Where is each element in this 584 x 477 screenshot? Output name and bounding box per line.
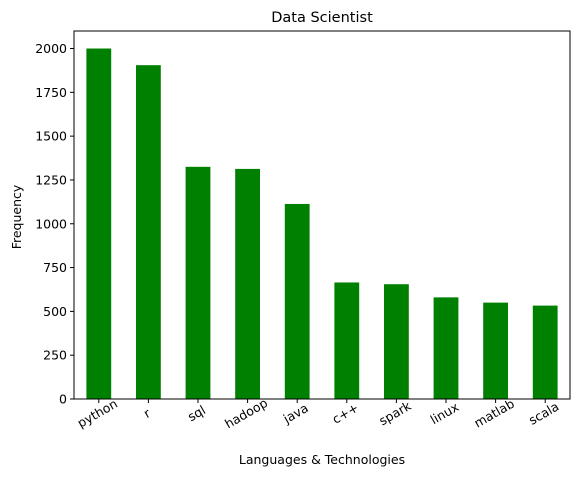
y-tick-label: 1000 [35,216,67,231]
bar-hadoop [235,169,260,399]
y-axis-label: Frequency [9,184,24,249]
x-tick-label: c++ [330,400,362,427]
bar-java [285,204,310,399]
y-tick-label: 250 [43,348,67,363]
y-tick-label: 1500 [35,129,67,144]
bar-linux [434,297,459,399]
y-axis: 0 250 500 750 1000 1250 1500 1750 2000 [35,41,74,406]
y-tick-label: 1750 [35,85,67,100]
x-axis: python r sql hadoop java c++ spark linux matlab s… [75,395,562,431]
bar-spark [384,284,409,399]
bar-scala [533,306,558,399]
x-tick-label: java [280,400,311,427]
bar-python [86,49,111,399]
x-tick-label: sql [185,402,208,424]
bar-sql [186,167,211,399]
y-tick-label: 1250 [35,172,67,187]
bars-group [86,49,557,399]
y-tick-label: 750 [43,260,67,275]
x-tick-label: spark [376,398,414,429]
x-tick-label: scala [526,399,561,428]
bar-matlab [483,303,508,399]
x-tick-label: r [141,405,154,421]
x-tick-label: linux [428,399,462,427]
x-axis-label: Languages & Technologies [239,452,405,467]
bar-r [136,65,161,399]
chart-title: Data Scientist [271,10,373,26]
bar-c++ [334,282,359,399]
y-tick-label: 500 [43,304,67,319]
x-tick-label: hadoop [222,395,270,431]
y-tick-label: 0 [59,392,67,407]
y-tick-label: 2000 [35,41,67,56]
x-tick-label: python [75,396,120,431]
x-tick-label: matlab [471,396,516,431]
